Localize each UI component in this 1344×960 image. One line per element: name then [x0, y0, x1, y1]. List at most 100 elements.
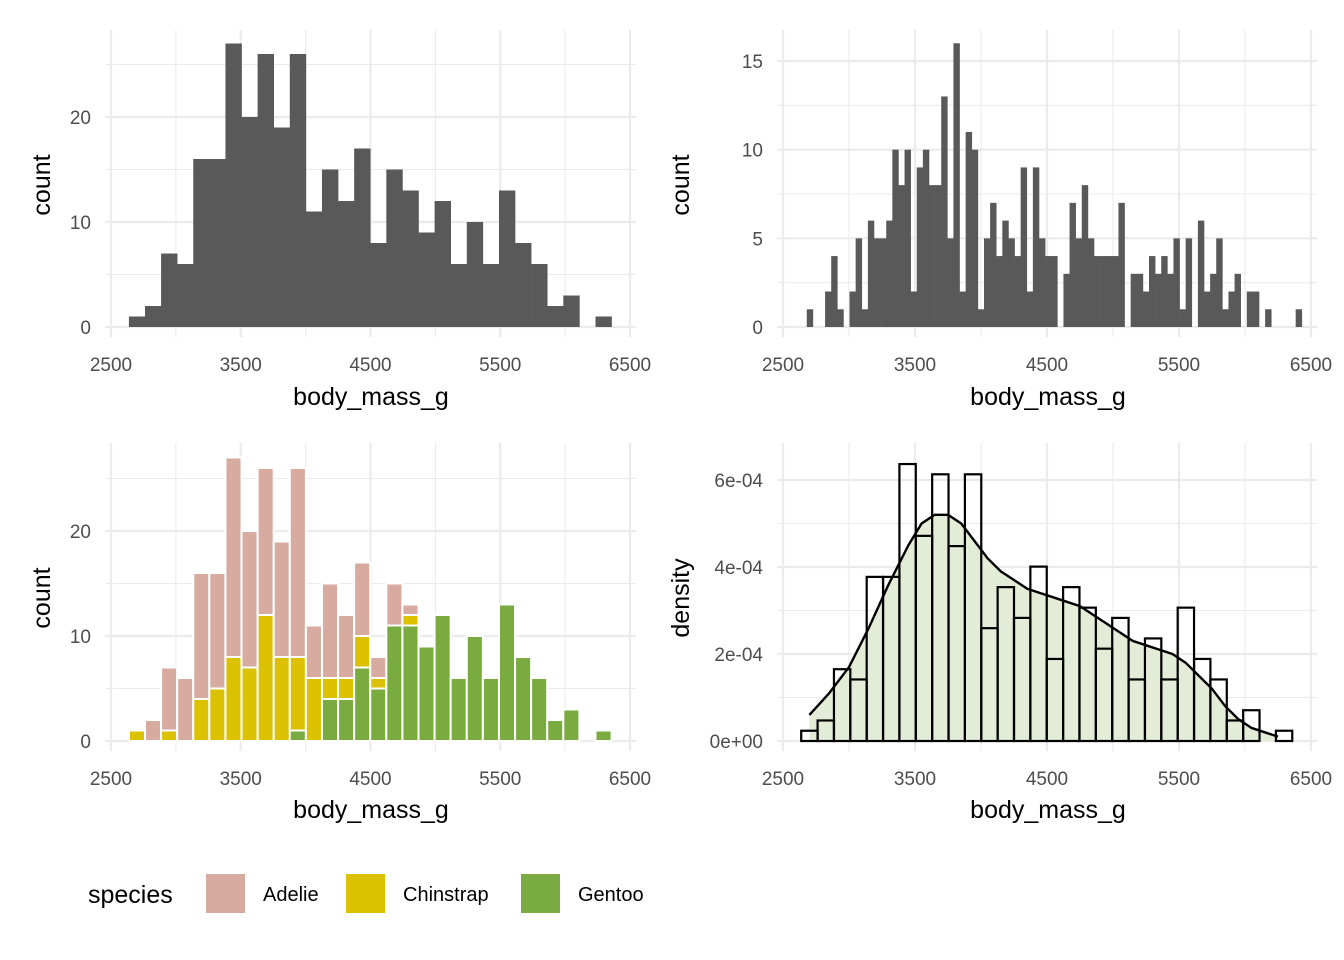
bar-segment-adelie	[256, 467, 275, 616]
bar-segment-chinstrap	[304, 677, 323, 742]
y-axis-label: density	[667, 558, 695, 638]
x-tick-labels: 2500 3500 4500 5500 6500	[90, 355, 651, 376]
bar-segment-chinstrap	[192, 698, 211, 742]
density-bar	[1274, 729, 1294, 743]
x-tick-label: 5500	[1158, 355, 1200, 376]
histogram-bar	[996, 256, 1003, 327]
histogram-bar	[289, 54, 307, 327]
bars	[800, 462, 1294, 743]
bars	[806, 43, 1303, 328]
bar-segment-gentoo	[546, 719, 565, 742]
bar-segment-adelie	[320, 582, 340, 679]
histogram-bar	[515, 243, 532, 327]
histogram-bar	[225, 43, 242, 327]
x-tick-label: 5500	[479, 769, 521, 790]
histogram-bar	[873, 238, 881, 327]
bar-segment-gentoo	[514, 656, 533, 742]
bar-segment-chinstrap	[224, 656, 243, 742]
bar-segment-chinstrap	[240, 666, 259, 742]
bar-segment-gentoo	[288, 729, 307, 742]
y-axis-label: count	[28, 154, 56, 215]
histogram-bar	[983, 238, 991, 327]
histogram-bar	[1204, 291, 1211, 327]
y-tick-label: 20	[70, 522, 91, 543]
histogram-bar	[1039, 238, 1046, 327]
bar-segment-adelie	[160, 666, 179, 732]
histogram-bar	[1087, 238, 1095, 327]
histogram-bar	[241, 117, 258, 327]
bar-segment-adelie	[401, 603, 420, 616]
panel-histogram-30-bins: 0 10 20 2500 3500 4500 5500 6500 body_mass_g c…	[28, 30, 651, 411]
bar-segment-adelie	[337, 614, 356, 679]
histogram-bar	[971, 149, 979, 327]
histogram-bar	[1106, 256, 1113, 327]
bar-segment-gentoo	[369, 687, 388, 742]
histogram-bar	[563, 295, 580, 327]
bar-segment-chinstrap	[272, 656, 291, 742]
y-tick-label: 0	[80, 318, 91, 339]
x-tick-label: 6500	[609, 769, 651, 790]
histogram-bar	[837, 309, 844, 327]
bar-segment-gentoo	[417, 645, 436, 742]
bar-segment-adelie	[176, 677, 195, 742]
histogram-bar	[482, 264, 500, 327]
histogram-bar	[947, 238, 954, 327]
histogram-bar	[1063, 273, 1070, 327]
histogram-bar	[1081, 185, 1089, 327]
y-tick-labels: 0e+00 2e-04 4e-04 6e-04	[710, 471, 764, 753]
x-tick-labels: 2500 3500 4500 5500 6500	[762, 355, 1332, 376]
histogram-bar	[910, 291, 918, 327]
bar-segment-adelie	[369, 656, 388, 679]
histogram-bar	[861, 309, 869, 327]
histogram-bar	[144, 306, 162, 327]
x-tick-label: 4500	[1026, 355, 1068, 376]
legend-key-chinstrap	[346, 874, 385, 913]
histogram-bar	[1246, 291, 1254, 327]
histogram-bar	[338, 201, 355, 327]
histogram-bar	[1112, 256, 1119, 327]
panel-density-histogram: 0e+00 2e-04 4e-04 6e-04 2500 3500 4500 5500 650…	[667, 443, 1332, 824]
x-tick-label: 4500	[349, 769, 391, 790]
bar-segment-gentoo	[465, 635, 484, 742]
density-bar	[1209, 678, 1228, 743]
y-tick-label: 6e-04	[714, 471, 763, 492]
histogram-bar	[867, 220, 875, 327]
bar-segment-chinstrap	[401, 614, 420, 627]
histogram-bar	[1295, 309, 1303, 327]
x-tick-label: 2500	[762, 769, 804, 790]
y-tick-label: 10	[70, 627, 91, 648]
bar-segment-gentoo	[594, 729, 613, 742]
x-tick-label: 3500	[220, 769, 262, 790]
y-axis-label: count	[28, 567, 56, 628]
bars	[127, 456, 613, 742]
bar-segment-gentoo	[401, 624, 420, 742]
histogram-bar	[928, 185, 936, 327]
bar-segment-gentoo	[385, 624, 404, 742]
bar-segment-gentoo	[320, 698, 340, 742]
x-axis-label: body_mass_g	[970, 383, 1126, 411]
histogram-bar	[1149, 256, 1156, 327]
histogram-bar	[1032, 167, 1040, 327]
histogram-bar	[831, 256, 838, 327]
histogram-bar	[806, 309, 814, 327]
bar-segment-chinstrap	[288, 656, 307, 732]
bar-segment-gentoo	[530, 677, 549, 742]
histogram-bar	[595, 316, 612, 327]
x-axis-label: body_mass_g	[293, 796, 449, 824]
x-tick-label: 5500	[479, 355, 521, 376]
y-tick-label: 0	[752, 318, 763, 339]
y-tick-labels: 0 10 20	[70, 108, 91, 339]
bar-segment-gentoo	[433, 614, 452, 742]
density-bar	[963, 473, 983, 743]
y-tick-label: 5	[752, 229, 763, 250]
histogram-bar	[880, 238, 887, 327]
histogram-bar	[1228, 291, 1235, 327]
bar-segment-adelie	[272, 540, 291, 658]
legend-key-gentoo	[521, 874, 560, 913]
histogram-bar	[1002, 220, 1009, 327]
histogram-bar	[953, 43, 960, 328]
histogram-bar	[193, 159, 210, 327]
y-tick-label: 0e+00	[710, 732, 763, 753]
histogram-bar	[990, 202, 997, 327]
histogram-bar	[1173, 238, 1180, 327]
